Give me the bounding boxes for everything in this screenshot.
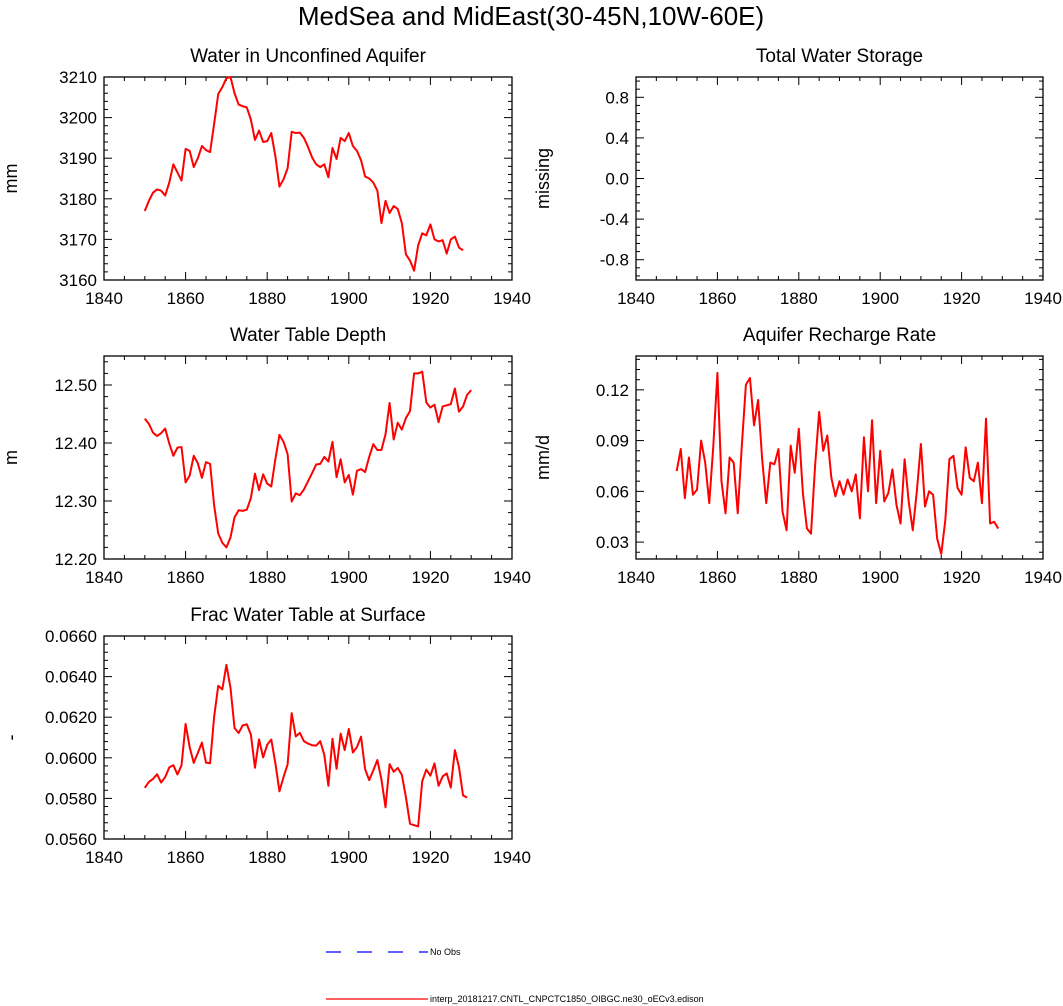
y-tick-label: 3160 xyxy=(59,271,97,290)
panel-title: Water Table Depth xyxy=(230,325,386,346)
legend: No Obs interp_20181217.CNTL_CNPCTC1850_O… xyxy=(326,947,704,1004)
x-tick-label: 1840 xyxy=(85,289,123,308)
y-tick-label: 12.30 xyxy=(54,492,97,511)
x-tick-label: 1920 xyxy=(411,289,449,308)
panel-water-table-depth: Water Table Depth m 1840 1860 1880 1900 1920 19… xyxy=(1,325,531,587)
plot-frame xyxy=(635,355,1044,560)
y-axis-label: mm/d xyxy=(533,435,553,480)
x-tick-label: 1860 xyxy=(698,568,736,587)
y-tick-label: 0.12 xyxy=(596,381,629,400)
plot-frame xyxy=(103,355,513,560)
y-tick-label: 0.06 xyxy=(596,482,629,501)
x-tick-label: 1860 xyxy=(698,289,736,308)
y-tick-label: 0.0580 xyxy=(45,789,97,808)
x-tick-label: 1900 xyxy=(861,568,899,587)
x-tick-label: 1920 xyxy=(411,848,449,867)
panel-aquifer-recharge-rate: Aquifer Recharge Rate mm/d 1840 1860 1880 190… xyxy=(533,325,1062,587)
y-axis-label: - xyxy=(1,735,21,741)
y-tick-label: 0.0640 xyxy=(45,668,97,687)
x-tick-label: 1840 xyxy=(617,568,655,587)
y-tick-label: 3170 xyxy=(59,230,97,249)
y-tick-label: 3180 xyxy=(59,190,97,209)
y-axis-label: m xyxy=(1,450,21,465)
x-tick-label: 1900 xyxy=(330,289,368,308)
x-tick-label: 1840 xyxy=(617,289,655,308)
panel-title: Aquifer Recharge Rate xyxy=(743,325,936,346)
series-line-model xyxy=(675,371,1000,555)
x-tick-label: 1900 xyxy=(330,848,368,867)
y-tick-label: -0.8 xyxy=(600,251,629,270)
legend-no-obs-label: No Obs xyxy=(430,947,461,957)
y-tick-label: 0.4 xyxy=(605,129,629,148)
x-tick-label: 1940 xyxy=(493,289,531,308)
x-tick-label: 1920 xyxy=(943,568,981,587)
y-tick-label: 3190 xyxy=(59,149,97,168)
x-tick-label: 1880 xyxy=(248,289,286,308)
x-tick-label: 1920 xyxy=(411,568,449,587)
x-tick-label: 1940 xyxy=(493,568,531,587)
panel-total-water-storage: Total Water Storage missing 1840 1860 1880 19… xyxy=(533,46,1062,308)
panel-frac-water-table-surface: Frac Water Table at Surface - 1840 1860 1880… xyxy=(1,605,531,867)
y-tick-label: 0.0560 xyxy=(45,830,97,849)
panel-title: Frac Water Table at Surface xyxy=(190,605,426,626)
x-tick-label: 1900 xyxy=(861,289,899,308)
y-tick-label: 0.0600 xyxy=(45,749,97,768)
panel-water-unconfined-aquifer: Water in Unconfined Aquifer mm 1840 1860 188… xyxy=(1,46,531,308)
y-tick-label: 0.0620 xyxy=(45,708,97,727)
x-tick-label: 1860 xyxy=(167,568,205,587)
figure-title: MedSea and MidEast(30-45N,10W-60E) xyxy=(298,1,764,31)
y-tick-label: -0.4 xyxy=(600,210,629,229)
x-tick-label: 1840 xyxy=(85,568,123,587)
series-line-model xyxy=(143,663,468,828)
y-tick-label: 12.50 xyxy=(54,376,97,395)
y-tick-label: 0.0660 xyxy=(45,627,97,646)
y-axis-label: missing xyxy=(533,148,553,209)
plot-frame xyxy=(103,635,513,840)
y-tick-label: 12.20 xyxy=(54,550,97,569)
x-tick-label: 1920 xyxy=(943,289,981,308)
legend-model-label: interp_20181217.CNTL_CNPCTC1850_OIBGC.ne… xyxy=(430,994,704,1004)
plot-frame xyxy=(103,76,513,281)
y-tick-label: 0.0 xyxy=(605,170,629,189)
x-tick-label: 1860 xyxy=(167,289,205,308)
y-tick-label: 3210 xyxy=(59,68,97,87)
x-tick-label: 1880 xyxy=(780,289,818,308)
y-tick-label: 3200 xyxy=(59,109,97,128)
y-tick-label: 0.8 xyxy=(605,88,629,107)
x-tick-label: 1940 xyxy=(493,848,531,867)
series-line-model xyxy=(144,370,472,549)
y-axis-label: mm xyxy=(1,164,21,194)
x-tick-label: 1880 xyxy=(248,568,286,587)
x-tick-label: 1900 xyxy=(330,568,368,587)
x-tick-label: 1860 xyxy=(167,848,205,867)
y-tick-label: 0.09 xyxy=(596,432,629,451)
x-tick-label: 1880 xyxy=(780,568,818,587)
series-line-model xyxy=(143,76,464,272)
x-tick-label: 1880 xyxy=(248,848,286,867)
x-tick-label: 1940 xyxy=(1024,568,1062,587)
x-tick-label: 1940 xyxy=(1024,289,1062,308)
x-tick-label: 1840 xyxy=(85,848,123,867)
panel-title: Total Water Storage xyxy=(756,46,923,67)
y-tick-label: 0.03 xyxy=(596,533,629,552)
plot-frame xyxy=(635,76,1044,281)
y-tick-label: 12.40 xyxy=(54,434,97,453)
panel-title: Water in Unconfined Aquifer xyxy=(190,46,427,67)
